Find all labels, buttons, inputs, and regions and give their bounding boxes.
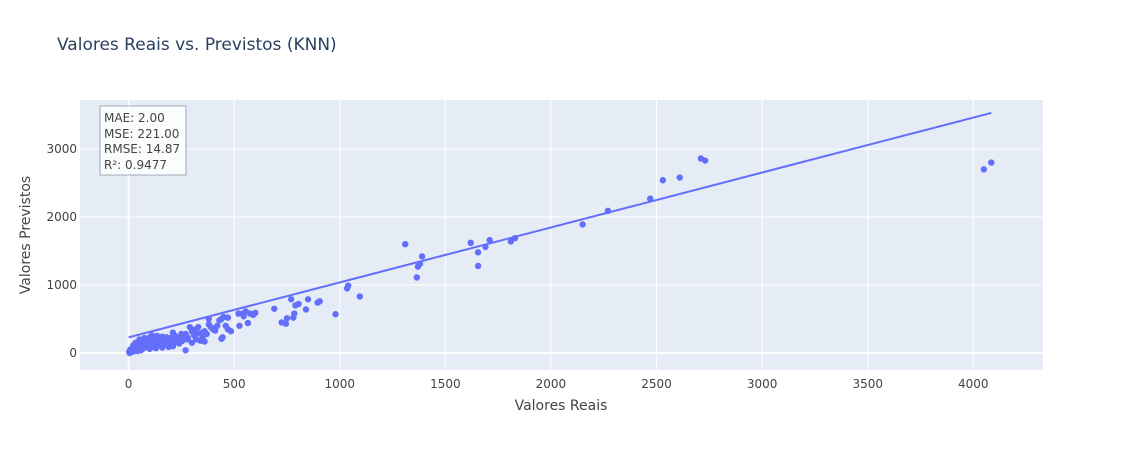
metric-mse: MSE: 221.00	[104, 127, 179, 141]
chart-title: Valores Reais vs. Previstos (KNN)	[57, 35, 337, 55]
metric-r2: R²: 0.9477	[104, 158, 167, 172]
x-tick-labels: 0 500 1000 1500 2000 2500 3000 3500 4000	[125, 377, 989, 391]
data-point-11	[486, 236, 493, 244]
data-point-134	[146, 345, 153, 353]
metrics-annotation: MAE: 2.00 MSE: 221.00 RMSE: 14.87 R²: 0.…	[99, 105, 187, 176]
x-axis-title: Valores Reais	[515, 398, 608, 414]
data-point-154	[126, 348, 133, 355]
data-point-106	[197, 337, 204, 344]
data-point-143	[170, 334, 178, 342]
plot-area	[80, 100, 1043, 370]
data-point-137	[205, 321, 213, 328]
metric-mae: MAE: 2.00	[104, 111, 165, 125]
data-point-8	[579, 221, 586, 228]
trend-line	[128, 111, 992, 339]
x-tick-label-6: 3000	[747, 377, 778, 391]
x-tick-label-0: 0	[125, 377, 133, 391]
x-tick-label-3: 1500	[430, 377, 461, 391]
data-point-140	[190, 326, 198, 334]
metrics-box	[99, 105, 187, 176]
data-point-142	[177, 334, 184, 341]
y-tick-label-3: 3000	[46, 142, 77, 156]
y-tick-label-1: 1000	[46, 278, 77, 292]
data-point-24	[332, 311, 339, 318]
data-point-34	[283, 315, 291, 322]
data-point-133	[152, 345, 160, 352]
data-point-21	[356, 293, 364, 300]
x-tick-label-4: 2000	[536, 377, 567, 391]
data-point-26	[314, 299, 321, 306]
data-point-1	[980, 166, 988, 173]
y-tick-labels: 0 1000 2000 3000	[46, 142, 77, 360]
data-point-33	[287, 296, 295, 303]
data-point-148	[142, 338, 150, 346]
data-point-135	[224, 325, 232, 333]
data-point-74	[169, 329, 177, 336]
x-tick-label-2: 1000	[324, 377, 355, 391]
data-point-53	[218, 335, 225, 342]
data-point-149	[138, 343, 145, 351]
data-point-68	[182, 347, 189, 354]
data-point-144	[164, 337, 171, 344]
data-point-45	[236, 322, 243, 329]
data-point-138	[201, 328, 208, 335]
data-point-151	[134, 347, 141, 355]
x-tick-label-5: 2500	[641, 377, 672, 391]
data-point-54	[216, 317, 223, 324]
data-point-15	[467, 239, 474, 247]
data-point-141	[182, 330, 189, 338]
trend-line-group	[128, 111, 992, 339]
data-point-16	[418, 253, 426, 260]
data-point-19	[413, 274, 421, 281]
data-point-37	[271, 305, 278, 312]
data-point-146	[150, 336, 158, 343]
data-point-153	[130, 342, 137, 349]
data-point-145	[155, 340, 163, 347]
data-point-3	[697, 155, 705, 162]
data-point-32	[290, 314, 297, 321]
data-points	[126, 155, 995, 357]
y-tick-label-0: 0	[69, 346, 77, 360]
data-point-30	[292, 302, 299, 309]
data-point-28	[302, 306, 310, 313]
y-tick-label-2: 2000	[46, 210, 77, 224]
grid-lines	[80, 100, 1043, 370]
data-point-131	[165, 343, 172, 351]
x-tick-label-1: 500	[223, 377, 246, 391]
metric-rmse: RMSE: 14.87	[104, 142, 180, 156]
x-tick-label-7: 3500	[852, 377, 883, 391]
data-point-20	[402, 240, 409, 248]
data-point-18	[414, 263, 422, 270]
data-point-27	[304, 296, 312, 303]
y-axis-title: Valores Previstos	[18, 176, 34, 294]
data-point-36	[278, 319, 285, 326]
data-point-136	[211, 327, 219, 334]
data-point-0	[988, 159, 995, 166]
data-point-107	[188, 339, 196, 346]
data-point-23	[343, 285, 351, 292]
data-point-46	[235, 310, 242, 317]
data-point-13	[474, 249, 482, 256]
data-point-14	[474, 262, 482, 270]
data-point-10	[507, 238, 515, 245]
data-point-5	[659, 177, 667, 184]
data-point-117	[155, 335, 163, 342]
data-point-4	[676, 174, 683, 181]
data-point-41	[244, 319, 252, 327]
x-tick-label-8: 4000	[958, 377, 989, 391]
